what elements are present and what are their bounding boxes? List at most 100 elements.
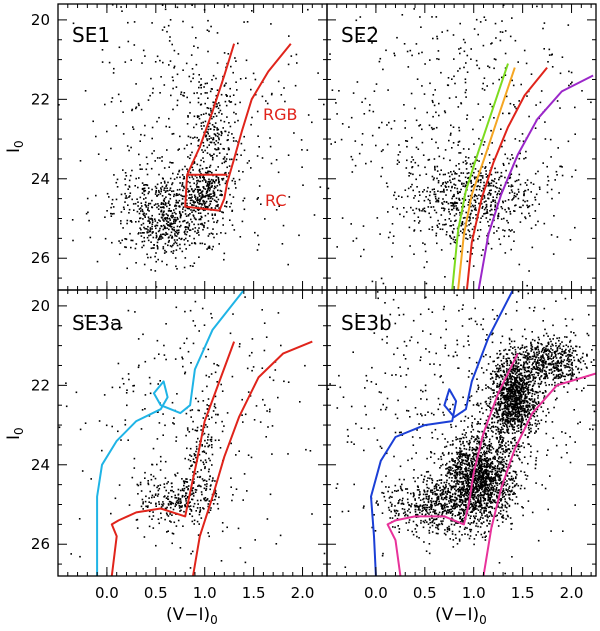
star-point — [128, 208, 131, 211]
star-point — [534, 172, 537, 175]
star-point — [440, 458, 443, 461]
star-point — [196, 176, 198, 179]
star-point — [439, 173, 441, 176]
star-point — [213, 133, 216, 135]
star-point — [496, 193, 498, 196]
star-point — [136, 483, 139, 486]
star-point — [192, 342, 195, 345]
star-point — [526, 95, 528, 97]
star-point — [418, 208, 420, 211]
star-point — [126, 145, 129, 147]
star-point — [429, 191, 432, 193]
star-point — [311, 121, 313, 124]
star-point — [462, 38, 465, 41]
star-point — [202, 224, 205, 227]
star-point — [412, 209, 414, 211]
star-point — [523, 410, 526, 413]
star-point — [144, 216, 146, 218]
star-point — [447, 172, 450, 174]
star-point — [192, 482, 195, 484]
star-point — [196, 520, 199, 523]
star-point — [451, 473, 454, 475]
star-point — [476, 423, 478, 425]
star-point — [432, 178, 435, 181]
star-point — [172, 222, 175, 225]
star-point — [350, 116, 353, 119]
star-point — [477, 468, 480, 470]
star-point — [458, 480, 460, 483]
star-point — [486, 211, 488, 213]
star-point — [194, 488, 197, 491]
star-point — [218, 133, 220, 136]
star-point — [458, 126, 460, 129]
star-point — [403, 43, 406, 45]
star-point — [418, 52, 420, 55]
star-point — [217, 203, 219, 206]
star-point — [508, 466, 511, 469]
star-point — [558, 192, 560, 194]
star-point — [523, 49, 526, 52]
star-point — [488, 478, 490, 481]
star-point — [210, 25, 212, 28]
star-point — [175, 306, 178, 309]
star-point — [309, 450, 312, 452]
star-point — [431, 478, 433, 480]
star-point — [241, 398, 243, 401]
star-point — [250, 167, 252, 169]
star-point — [200, 469, 202, 471]
star-point — [207, 183, 210, 186]
star-point — [439, 191, 442, 193]
star-point — [497, 479, 500, 481]
star-point — [489, 512, 492, 514]
star-point — [470, 212, 472, 215]
star-point — [138, 208, 141, 210]
star-point — [443, 209, 445, 212]
star-point — [518, 206, 521, 208]
star-point — [159, 469, 162, 471]
star-point — [469, 219, 471, 221]
star-point — [504, 74, 507, 76]
star-point — [184, 372, 186, 375]
star-point — [501, 521, 504, 523]
star-point — [470, 182, 473, 184]
star-point — [211, 185, 213, 187]
star-point — [450, 488, 453, 491]
star-point — [174, 234, 176, 237]
star-point — [448, 139, 450, 142]
star-point — [492, 196, 494, 198]
star-point — [164, 217, 167, 219]
star-point — [462, 161, 465, 164]
star-point — [173, 218, 175, 221]
star-point — [460, 250, 462, 253]
star-point — [478, 476, 480, 478]
star-point — [203, 200, 206, 203]
star-point — [553, 215, 555, 217]
star-point — [451, 477, 453, 479]
star-point — [160, 182, 162, 184]
star-point — [488, 477, 491, 479]
star-point — [493, 117, 495, 119]
star-point — [450, 469, 452, 471]
star-point — [423, 93, 426, 95]
star-point — [191, 409, 194, 411]
star-point — [261, 367, 264, 369]
star-point — [165, 489, 167, 492]
star-point — [488, 485, 491, 487]
star-point — [188, 190, 191, 192]
star-point — [405, 211, 408, 213]
star-point — [211, 117, 213, 120]
star-point — [459, 437, 461, 440]
star-point — [473, 515, 475, 517]
star-point — [163, 189, 165, 191]
star-point — [369, 104, 371, 106]
star-point — [215, 205, 217, 207]
star-point — [432, 206, 435, 208]
star-point — [421, 210, 423, 212]
star-point — [216, 381, 218, 383]
star-point — [543, 22, 546, 24]
star-point — [491, 142, 493, 144]
star-point — [189, 309, 192, 312]
star-point — [201, 444, 203, 446]
star-point — [467, 474, 469, 477]
star-point — [487, 459, 490, 462]
